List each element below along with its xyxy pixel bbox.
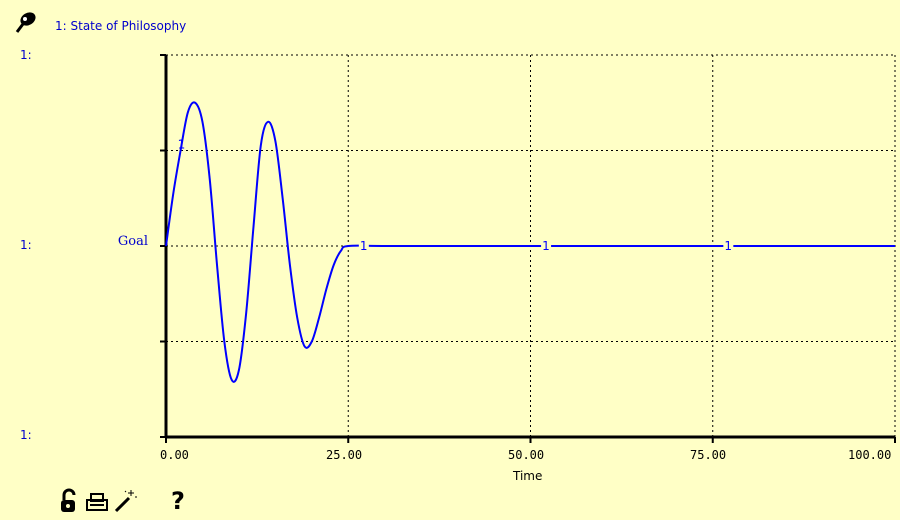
x-tick-label-75: 75.00 [690,448,727,462]
y-scale-top-label: 1: [20,48,32,62]
y-scale-mid-label: 1: [20,238,32,252]
printer-icon[interactable] [83,486,111,516]
series-1-marker: 1 [724,239,732,253]
series-1-line [165,101,895,383]
series-title: 1: State of Philosophy [55,19,187,33]
x-tick-label-0: 0.00 [160,448,189,462]
series-1-marker: 1 [178,138,186,152]
goal-label: Goal [117,234,148,249]
pushpin-icon[interactable] [12,10,38,36]
axes [160,54,896,443]
x-tick-label-100: 100.00 [848,448,892,462]
magic-wand-icon[interactable] [111,486,139,516]
series-marker-bg [358,239,369,253]
series-1-marker: 1 [360,239,368,253]
help-icon[interactable]: ? [171,487,185,515]
x-axis-label: Time [513,469,543,483]
series-1-layer: 1 1 1 1 [165,101,895,383]
series-1-marker: 1 [542,239,550,253]
lock-icon[interactable] [55,486,83,516]
y-scale-bottom-label: 1: [20,428,32,442]
x-tick-label-25: 25.00 [326,448,363,462]
x-tick-label-50: 50.00 [508,448,545,462]
graph-toolbar: ? [55,486,215,516]
series-marker-bg [541,239,552,253]
series-marker-bg [723,239,734,253]
